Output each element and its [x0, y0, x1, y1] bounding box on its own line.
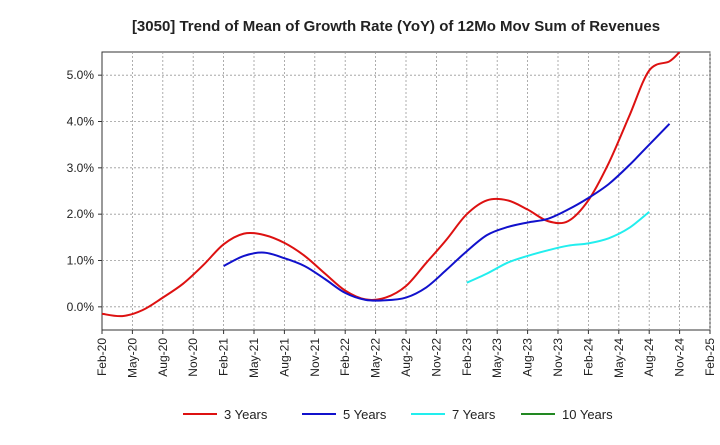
x-tick-label: Aug-23 — [521, 338, 535, 377]
grid — [102, 52, 711, 330]
legend-label: 10 Years — [562, 407, 613, 422]
x-tick-label: May-23 — [490, 338, 504, 378]
y-tick-label: 3.0% — [67, 161, 95, 175]
x-tick-label: Aug-24 — [642, 338, 656, 377]
x-tick-label: Aug-22 — [399, 338, 413, 377]
x-tick-label: Nov-22 — [429, 338, 443, 377]
x-tick-label: Aug-21 — [277, 338, 291, 377]
y-tick-label: 1.0% — [67, 254, 95, 268]
legend-label: 5 Years — [343, 407, 387, 422]
x-tick-label: May-24 — [612, 338, 626, 378]
x-tick-label: Feb-23 — [460, 338, 474, 376]
x-tick-label: Feb-21 — [217, 338, 231, 376]
y-tick-label: 2.0% — [67, 207, 95, 221]
legend: 3 Years 5 Years 7 Years 10 Years — [183, 407, 613, 422]
y-tick-label: 0.0% — [67, 300, 95, 314]
y-tick-label: 4.0% — [67, 115, 95, 129]
series-line-3 — [466, 211, 650, 284]
x-tick-label: Nov-23 — [551, 338, 565, 377]
series-lines — [102, 52, 681, 318]
x-tick-label: Feb-25 — [703, 338, 717, 376]
x-tick-label: May-20 — [125, 338, 139, 378]
legend-label: 3 Years — [224, 407, 268, 422]
x-tick-label: Nov-24 — [673, 338, 687, 377]
x-tick-label: Nov-20 — [186, 338, 200, 377]
x-tick-label: Nov-21 — [308, 338, 322, 377]
plot-area — [101, 51, 711, 331]
chart-title: [3050] Trend of Mean of Growth Rate (YoY… — [132, 18, 660, 35]
x-tick-label: Feb-24 — [581, 338, 595, 376]
legend-label: 7 Years — [452, 407, 496, 422]
x-axis: Feb-20 May-20 Aug-20 Nov-20 Feb-21 May-21 Aug-… — [95, 330, 717, 378]
x-tick-label: Feb-20 — [95, 338, 109, 376]
x-tick-label: May-22 — [369, 338, 383, 378]
y-axis: 0.0% 1.0% 2.0% 3.0% 4.0% 5.0% — [67, 68, 102, 314]
y-tick-label: 5.0% — [67, 68, 95, 82]
x-tick-label: Aug-20 — [156, 338, 170, 377]
x-tick-label: Feb-22 — [338, 338, 352, 376]
x-tick-label: May-21 — [247, 338, 261, 378]
series-line-2 — [223, 123, 671, 302]
